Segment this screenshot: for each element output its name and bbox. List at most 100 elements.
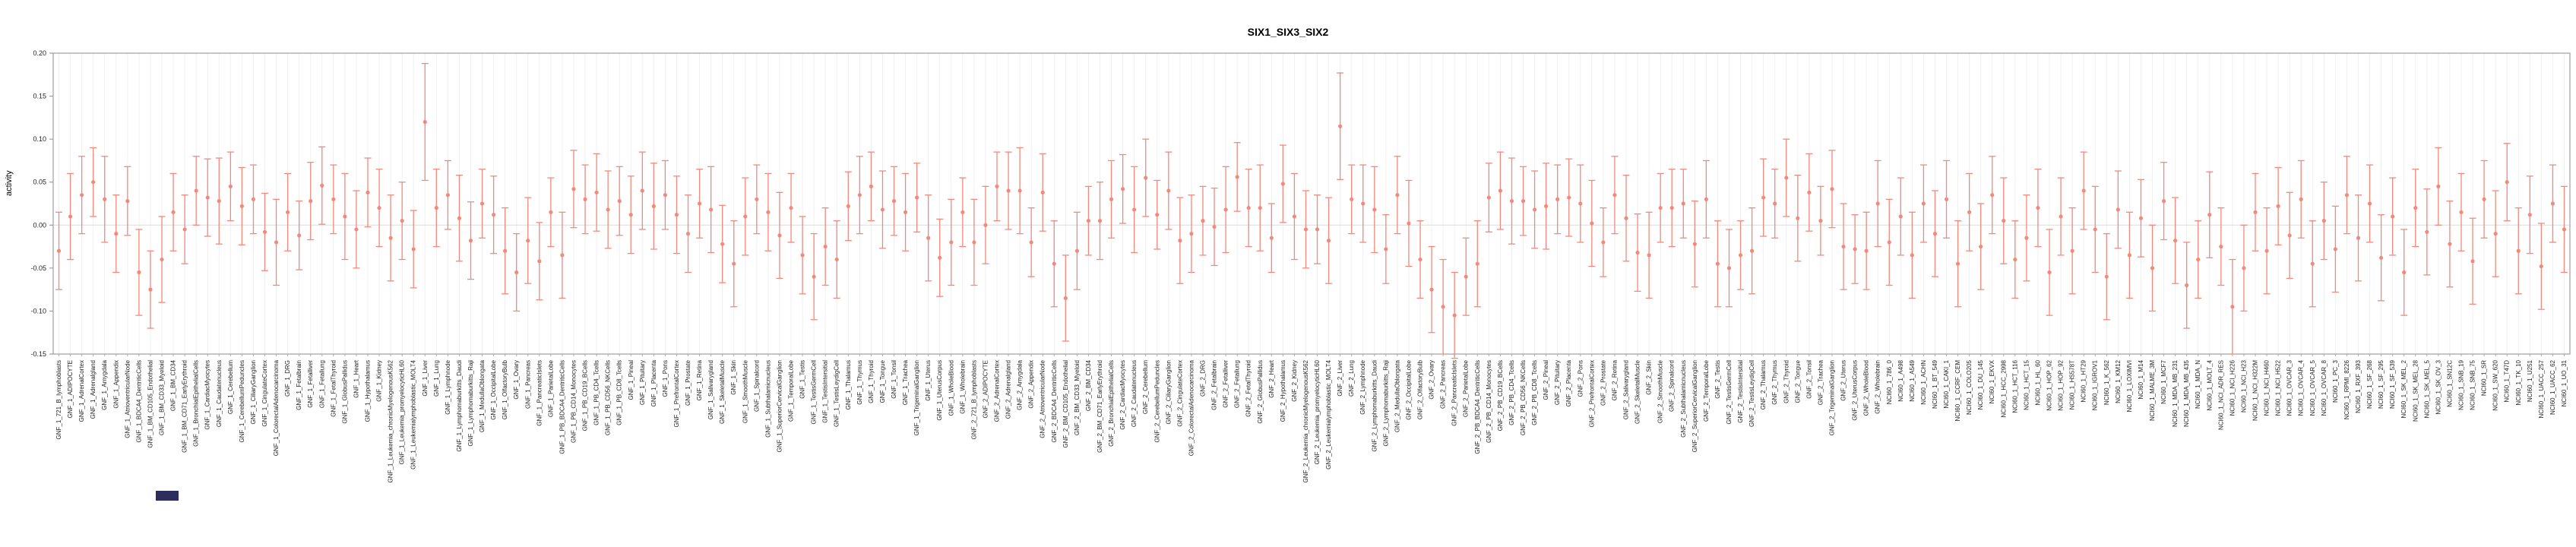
data-point (651, 204, 656, 208)
x-category-label: GNF_1_SkeletalMuscle (719, 359, 726, 424)
x-category-label: GNF_1_Thalamus (845, 360, 852, 409)
x-category-label: GNF_1_CerebellumPeduncles (239, 360, 245, 443)
x-category-label: NCI60_1_DU_145 (1977, 359, 1984, 409)
x-category-label: GNF_2_PB_CD19_BCells (1497, 360, 1504, 431)
x-category-label: GNF_2_Placenta (1565, 359, 1572, 406)
x-category-label: NCI60_1_OVCAR_4 (2298, 359, 2305, 416)
data-point (2207, 213, 2212, 217)
data-point (2539, 264, 2543, 269)
data-point (1726, 266, 1732, 270)
data-point (1132, 207, 1137, 212)
y-tick-label: 0.15 (33, 93, 46, 100)
data-point (1910, 253, 1914, 258)
data-point (995, 184, 999, 188)
data-point (194, 188, 198, 193)
data-point (2402, 270, 2407, 275)
x-category-label: GNF_2_Cerebellum (1142, 360, 1149, 414)
data-point (2059, 214, 2063, 219)
data-point (411, 247, 416, 251)
x-category-label: GNF_2_BM_CD34 (1085, 359, 1092, 411)
data-point (1475, 261, 1479, 266)
x-category-label: NCI60_1_BT_549 (1932, 359, 1938, 409)
x-category-label: GNF_2_PB_CD14_Monocytes (1486, 360, 1492, 443)
data-point (926, 236, 931, 240)
data-point (1097, 219, 1103, 223)
x-category-label: GNF_1_BM_CD33_Myeloid (159, 360, 166, 435)
x-category-label: GNF_2_Lymphomaburkitts_Raji (1382, 360, 1389, 447)
x-category-label: GNF_1_TestisGermCell (811, 360, 818, 425)
x-category-label: NCI60_1_SNB_19 (2457, 359, 2464, 409)
data-point (1407, 221, 1411, 226)
x-category-label: NCI60_1_A498 (1897, 359, 1904, 401)
x-category-label: GNF_2_Lung (1348, 360, 1355, 397)
data-point (2321, 219, 2326, 223)
x-category-label: GNF_1_PB_CD4_Tcells (593, 360, 600, 425)
data-point (388, 236, 393, 240)
data-point (1280, 182, 1285, 186)
data-point (560, 253, 565, 258)
x-category-label: GNF_2_Subthalamicnucleus (1680, 360, 1687, 438)
x-category-label: GNF_2_Spinalcord (1669, 360, 1676, 412)
data-point (182, 227, 187, 232)
data-point (2150, 266, 2155, 270)
data-point (1898, 214, 1903, 219)
x-category-label: GNF_2_BM_CD33_Myeloid (1074, 360, 1081, 435)
data-point (2138, 216, 2144, 220)
x-category-label: GNF_1_Adrenalgland (90, 360, 97, 419)
x-category-label: NCI60_1_OVCAR_5 (2309, 359, 2316, 416)
data-point (343, 214, 347, 219)
data-point (891, 199, 897, 204)
x-category-label: GNF_1_PancreaticIslets (536, 360, 543, 426)
data-point (2333, 247, 2337, 251)
x-category-label: GNF_2_Thyroid (1783, 360, 1790, 403)
data-point (2344, 193, 2350, 198)
x-category-label: GNF_1_Leukemia_chronicMyelogenousK562 (388, 359, 394, 482)
corner-mark (156, 491, 179, 501)
data-point (1830, 187, 1834, 191)
x-category-label: GNF_2_CingulateCortex (1176, 360, 1183, 427)
x-category-label: GNF_2_Appendix (1028, 360, 1035, 409)
x-category-label: GNF_1_SmoothMuscle (742, 359, 748, 423)
x-category-label: GNF_1_Wholebrain (959, 360, 966, 414)
data-point (2196, 257, 2201, 262)
x-category-label: NCI60_1_OVCAR_3 (2286, 359, 2293, 416)
x-category-label: GNF_2_OlfactoryBulb (1417, 359, 1424, 419)
data-point (171, 210, 176, 214)
data-point (2425, 229, 2429, 234)
x-category-label: GNF_1_Pons (662, 360, 669, 397)
x-category-label: GNF_2_WholeBlood (1863, 360, 1870, 416)
data-point (217, 199, 221, 204)
y-tick-label: -0.05 (30, 264, 46, 272)
data-point (834, 257, 839, 262)
x-category-label: GNF_2_Caudatenucleus (1131, 360, 1138, 427)
data-point (1750, 248, 1755, 253)
x-category-label: NCI60_1_KM12 (2115, 359, 2122, 403)
x-category-label: NCI60_1_MOLT_4 (2206, 359, 2213, 410)
x-category-label: GNF_2_Testis (1714, 360, 1721, 399)
x-category-label: NCI60_1_HCC_2998 (2000, 359, 2007, 417)
data-point (960, 210, 965, 214)
x-category-label: GNF_2_Retina (1611, 359, 1618, 400)
x-category-label: GNF_2_Tongue (1794, 359, 1801, 403)
x-category-label: GNF_2_Thymus (1771, 360, 1778, 405)
x-category-label: GNF_1_MedullaOblongata (479, 359, 486, 432)
x-category-label: GNF_1_Pancreas (524, 360, 531, 409)
data-point (549, 210, 553, 214)
data-point (2230, 305, 2235, 309)
x-category-label: NCI60_1_HT29 (2081, 359, 2087, 402)
data-point (1509, 199, 1514, 204)
data-point (1223, 207, 1228, 212)
data-point (492, 213, 496, 217)
x-category-label: NCI60_1_SF_268 (2366, 359, 2373, 409)
data-point (239, 204, 244, 208)
data-point (1932, 232, 1938, 236)
x-category-label: GNF_2_TemporalLobe (1703, 359, 1710, 421)
data-point (1246, 206, 1251, 210)
x-category-label: GNF_2_DRG (1199, 360, 1206, 397)
data-point (2470, 259, 2475, 264)
y-tick-label: -0.15 (30, 350, 46, 358)
data-point (1761, 195, 1766, 200)
data-point (583, 197, 587, 201)
x-category-label: NCI60_1_HS578T (2069, 360, 2076, 409)
data-point (205, 195, 210, 200)
